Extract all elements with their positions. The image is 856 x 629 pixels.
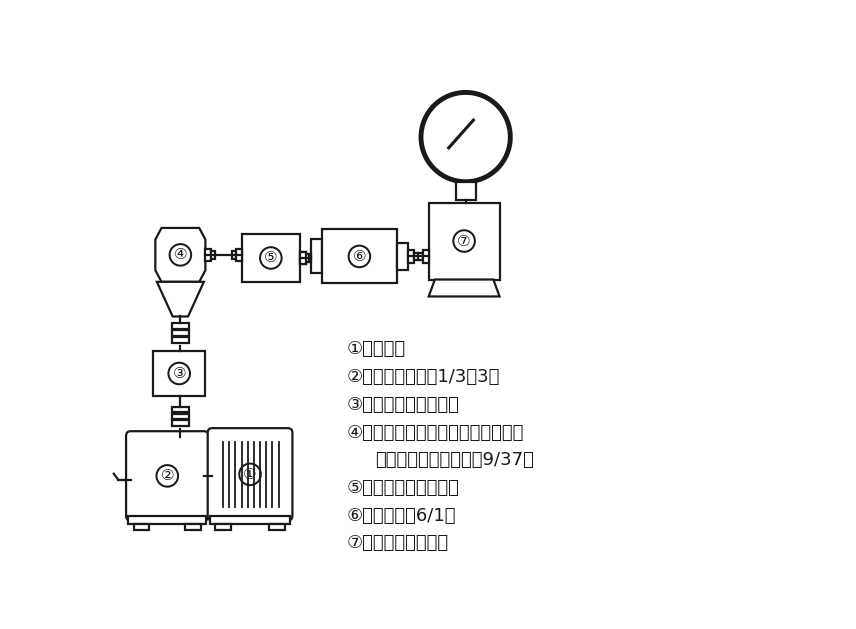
Text: ③：入力トルク検出器: ③：入力トルク検出器 [347,396,459,414]
Circle shape [240,464,261,485]
Bar [455,182,476,200]
FancyBboxPatch shape [208,428,293,521]
Text: （ハイポイドギヤ比：9/37）: （ハイポイドギヤ比：9/37） [376,451,534,469]
Bar [311,240,322,274]
Bar [211,251,215,259]
Bar [172,420,189,426]
Polygon shape [157,282,204,316]
Bar [172,413,189,419]
Bar [153,351,205,396]
Text: ①: ① [243,467,257,482]
Bar [216,523,231,530]
Circle shape [169,244,191,265]
Circle shape [260,247,282,269]
Bar [423,250,429,262]
Bar [172,323,189,329]
Text: ④：乗用車用アクスルアッセンブリ: ④：乗用車用アクスルアッセンブリ [347,423,524,442]
Text: ②：無段変速機（1/3～3）: ②：無段変速機（1/3～3） [347,368,500,386]
Text: ⑦：ダイナモメータ: ⑦：ダイナモメータ [347,535,449,552]
Bar [172,337,189,343]
Text: ②: ② [160,469,174,483]
Circle shape [454,230,475,252]
Bar [306,254,311,262]
Bar [134,523,149,530]
Text: ⑤: ⑤ [264,250,277,265]
Bar [172,330,189,336]
Circle shape [169,363,190,384]
Text: ⑤：出力トルク検出器: ⑤：出力トルク検出器 [347,479,459,497]
Polygon shape [429,279,500,296]
Bar [232,251,236,259]
Bar [236,248,241,261]
Text: ③: ③ [172,366,186,381]
Bar [418,253,423,260]
Bar [322,230,397,284]
Bar [128,516,206,523]
Bar [210,516,290,523]
Bar [186,523,201,530]
Bar [429,203,500,279]
Bar [270,523,285,530]
Bar [414,253,419,260]
Bar [408,250,414,262]
Circle shape [157,465,178,487]
Text: ⑥：増速機（6/1）: ⑥：増速機（6/1） [347,507,455,525]
Bar [397,243,408,269]
Text: ⑥: ⑥ [353,249,366,264]
Bar [305,254,309,262]
Bar [300,252,306,264]
Text: ①：モータ: ①：モータ [347,340,406,359]
Bar [300,252,306,264]
Circle shape [421,92,510,182]
Text: ⑦: ⑦ [457,233,471,248]
Circle shape [348,246,370,267]
Bar [241,234,300,282]
Text: ④: ④ [174,247,187,262]
Bar [205,248,211,261]
Polygon shape [155,228,205,282]
FancyBboxPatch shape [126,431,209,521]
Bar [172,406,189,412]
